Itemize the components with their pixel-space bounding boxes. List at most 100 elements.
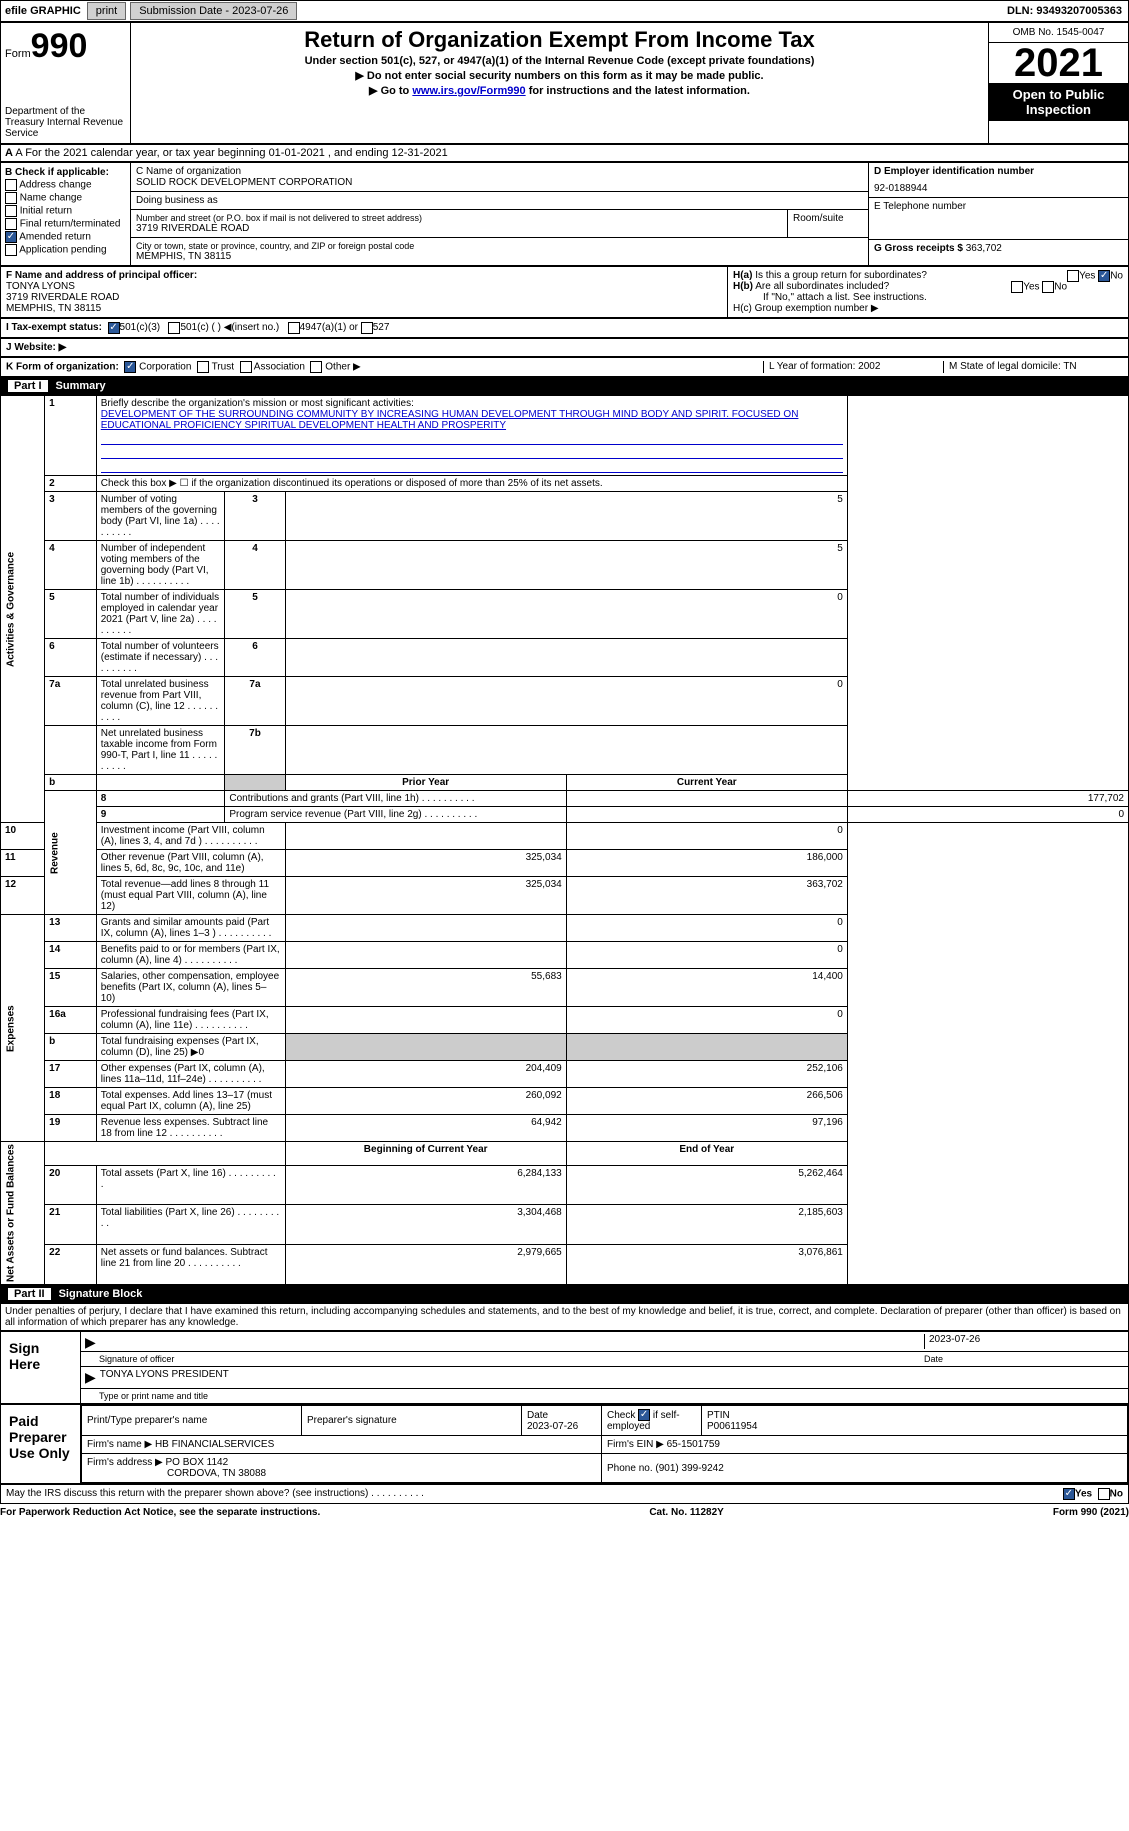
hb-yes[interactable]: Yes bbox=[1023, 282, 1039, 293]
trust-check[interactable]: Trust bbox=[212, 362, 234, 373]
check-final[interactable]: Final return/terminated bbox=[5, 218, 126, 230]
goto-pre: ▶ Go to bbox=[369, 85, 412, 97]
check-initial[interactable]: Initial return bbox=[5, 205, 126, 217]
form-org-label: K Form of organization: bbox=[6, 362, 119, 373]
f-label: F Name and address of principal officer: bbox=[6, 270, 197, 281]
line7b-val bbox=[285, 726, 847, 775]
c-label: C Name of organization bbox=[136, 166, 863, 177]
tax-exempt-label: I Tax-exempt status: bbox=[6, 322, 102, 334]
line8-label: Contributions and grants (Part VIII, lin… bbox=[225, 791, 566, 807]
ha-yes[interactable]: Yes bbox=[1079, 271, 1095, 282]
hb-note: If "No," attach a list. See instructions… bbox=[733, 292, 1123, 303]
phone-value: (901) 399-9242 bbox=[655, 1463, 723, 1474]
street-value: 3719 RIVERDALE ROAD bbox=[136, 223, 782, 234]
efile-label: efile GRAPHIC bbox=[1, 5, 85, 17]
cat-no: Cat. No. 11282Y bbox=[649, 1507, 723, 1518]
irs-no[interactable]: No bbox=[1110, 1489, 1123, 1500]
line18-label: Total expenses. Add lines 13–17 (must eq… bbox=[96, 1088, 285, 1115]
subtitle-1: Under section 501(c), 527, or 4947(a)(1)… bbox=[135, 55, 984, 67]
corp-check[interactable]: Corporation bbox=[139, 362, 191, 373]
footer-line: For Paperwork Reduction Act Notice, see … bbox=[0, 1504, 1129, 1521]
row-i: I Tax-exempt status: 501(c)(3) 501(c) ( … bbox=[0, 318, 1129, 338]
line15-label: Salaries, other compensation, employee b… bbox=[96, 969, 285, 1007]
e-label: E Telephone number bbox=[874, 201, 1123, 212]
section-b: B Check if applicable: Address change Na… bbox=[0, 162, 1129, 266]
501c3[interactable]: 501(c)(3) bbox=[120, 322, 161, 334]
open-public: Open to Public Inspection bbox=[989, 83, 1128, 121]
firm-name-label: Firm's name ▶ bbox=[87, 1439, 152, 1450]
hb-no[interactable]: No bbox=[1054, 282, 1067, 293]
check-address[interactable]: Address change bbox=[5, 179, 126, 191]
hc-label: H(c) Group exemption number ▶ bbox=[733, 303, 1123, 314]
may-irs-row: May the IRS discuss this return with the… bbox=[0, 1484, 1129, 1504]
form-label: Form bbox=[5, 48, 31, 60]
check-pending[interactable]: Application pending bbox=[5, 244, 126, 256]
mission-text: DEVELOPMENT OF THE SURROUNDING COMMUNITY… bbox=[101, 409, 799, 431]
self-employed-check[interactable]: Check if self-employed bbox=[607, 1410, 680, 1432]
prior-year-header: Prior Year bbox=[402, 777, 449, 788]
ptin-value: P00611954 bbox=[707, 1421, 757, 1432]
501c[interactable]: 501(c) ( ) ◀(insert no.) bbox=[180, 322, 279, 334]
check-name[interactable]: Name change bbox=[5, 192, 126, 204]
line2-text: Check this box ▶ ☐ if the organization d… bbox=[96, 476, 847, 492]
line12-label: Total revenue—add lines 8 through 11 (mu… bbox=[96, 877, 285, 915]
line16b-label: Total fundraising expenses (Part IX, col… bbox=[96, 1034, 285, 1061]
row-a-calendar: A A For the 2021 calendar year, or tax y… bbox=[0, 144, 1129, 162]
officer-name-title: TONYA LYONS PRESIDENT bbox=[96, 1369, 229, 1386]
begin-year-header: Beginning of Current Year bbox=[364, 1144, 488, 1155]
line9-label: Program service revenue (Part VIII, line… bbox=[225, 807, 566, 823]
other-check[interactable]: Other ▶ bbox=[325, 362, 360, 373]
omb-number: OMB No. 1545-0047 bbox=[989, 23, 1128, 43]
sign-here-section: Sign Here ▶ 2023-07-26 Signature of offi… bbox=[0, 1331, 1129, 1404]
part-1-header: Part I Summary bbox=[0, 377, 1129, 395]
line21-label: Total liabilities (Part X, line 26) bbox=[96, 1205, 285, 1245]
part1-num: Part I bbox=[8, 380, 48, 392]
firm-ein: 65-1501759 bbox=[667, 1439, 720, 1450]
end-year-header: End of Year bbox=[679, 1144, 734, 1155]
row-j: J Website: ▶ bbox=[0, 338, 1129, 357]
line7a-val: 0 bbox=[285, 677, 847, 726]
mission-label: Briefly describe the organization's miss… bbox=[101, 398, 414, 409]
date-label: Date bbox=[924, 1354, 1124, 1364]
subtitle-2: ▶ Do not enter social security numbers o… bbox=[135, 69, 984, 82]
arrow-icon-2: ▶ bbox=[85, 1369, 96, 1386]
submission-date-button[interactable]: Submission Date - 2023-07-26 bbox=[130, 2, 297, 20]
irs-link[interactable]: www.irs.gov/Form990 bbox=[412, 85, 525, 97]
line20-label: Total assets (Part X, line 16) bbox=[96, 1165, 285, 1205]
part2-title: Signature Block bbox=[59, 1288, 143, 1300]
officer-addr: 3719 RIVERDALE ROAD bbox=[6, 292, 119, 303]
line14-label: Benefits paid to or for members (Part IX… bbox=[96, 942, 285, 969]
d-label: D Employer identification number bbox=[874, 166, 1034, 177]
dept-label: Department of the Treasury Internal Reve… bbox=[5, 106, 126, 139]
type-name-label: Type or print name and title bbox=[85, 1391, 208, 1401]
check-amended[interactable]: Amended return bbox=[5, 231, 126, 243]
part2-num: Part II bbox=[8, 1288, 51, 1300]
ptin-label: PTIN bbox=[707, 1410, 730, 1421]
sig-date: 2023-07-26 bbox=[924, 1334, 1124, 1349]
city-label: City or town, state or province, country… bbox=[136, 241, 863, 251]
row-k: K Form of organization: Corporation Trus… bbox=[0, 357, 1129, 377]
activities-label: Activities & Governance bbox=[1, 396, 45, 823]
top-bar: efile GRAPHIC print Submission Date - 20… bbox=[0, 0, 1129, 22]
527[interactable]: 527 bbox=[373, 322, 390, 334]
print-button[interactable]: print bbox=[87, 2, 126, 20]
line22-label: Net assets or fund balances. Subtract li… bbox=[96, 1245, 285, 1285]
prep-date: 2023-07-26 bbox=[527, 1421, 578, 1432]
calendar-text: A For the 2021 calendar year, or tax yea… bbox=[15, 147, 447, 159]
paid-preparer-label: Paid Preparer Use Only bbox=[1, 1405, 81, 1483]
ha-no[interactable]: No bbox=[1110, 271, 1123, 282]
current-year-header: Current Year bbox=[677, 777, 737, 788]
line4-val: 5 bbox=[285, 541, 847, 590]
dba-label: Doing business as bbox=[136, 195, 863, 206]
dln-label: DLN: 93493207005363 bbox=[1001, 5, 1128, 17]
assoc-check[interactable]: Association bbox=[254, 362, 305, 373]
4947[interactable]: 4947(a)(1) or bbox=[300, 322, 358, 334]
irs-yes[interactable]: Yes bbox=[1075, 1489, 1092, 1500]
arrow-icon: ▶ bbox=[85, 1334, 96, 1349]
firm-name: HB FINANCIALSERVICES bbox=[155, 1439, 274, 1450]
line11-label: Other revenue (Part VIII, column (A), li… bbox=[96, 850, 285, 877]
phone-label: Phone no. bbox=[607, 1463, 653, 1474]
street-label: Number and street (or P.O. box if mail i… bbox=[136, 213, 782, 223]
form-foot: Form 990 (2021) bbox=[1053, 1507, 1129, 1518]
sig-officer-label: Signature of officer bbox=[85, 1354, 924, 1364]
